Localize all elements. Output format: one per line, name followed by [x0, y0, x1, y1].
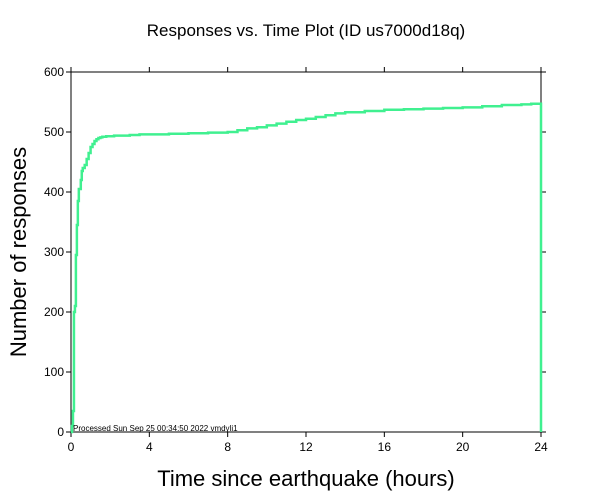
y-tick-label: 400 [44, 185, 64, 199]
x-tick-label: 4 [146, 440, 153, 454]
x-tick-label: 20 [456, 440, 470, 454]
processed-annotation: Processed Sun Sep 25 00:34:50 2022 vmdyl… [73, 424, 238, 433]
y-tick-label: 300 [44, 245, 64, 259]
y-tick-label: 0 [57, 425, 64, 439]
x-axis-label: Time since earthquake (hours) [157, 466, 455, 491]
chart-title: Responses vs. Time Plot (ID us7000d18q) [147, 21, 465, 40]
x-tick-label: 16 [378, 440, 392, 454]
x-tick-label: 12 [299, 440, 313, 454]
axis-ticks [66, 67, 546, 437]
series-line-responses [70, 102, 543, 434]
y-tick-labels: 0 100 200 300 400 500 600 [44, 65, 64, 439]
y-axis-label: Number of responses [6, 147, 31, 357]
y-tick-label: 600 [44, 65, 64, 79]
x-tick-label: 24 [534, 440, 548, 454]
x-tick-label: 8 [224, 440, 231, 454]
x-tick-labels: 0 4 8 12 16 20 24 [68, 440, 548, 454]
y-tick-label: 100 [44, 365, 64, 379]
y-tick-label: 200 [44, 305, 64, 319]
y-tick-label: 500 [44, 125, 64, 139]
x-tick-label: 0 [68, 440, 75, 454]
plot-frame [70, 71, 542, 433]
